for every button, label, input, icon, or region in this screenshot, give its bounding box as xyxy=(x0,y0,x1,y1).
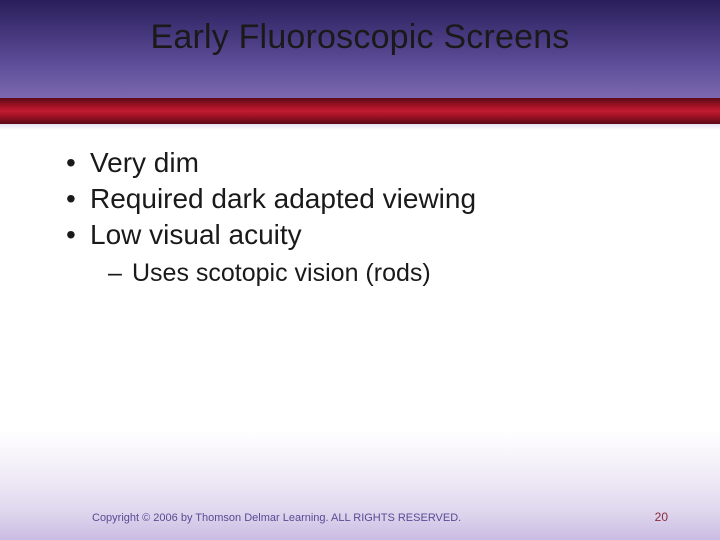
copyright-text: Copyright © 2006 by Thomson Delmar Learn… xyxy=(92,512,461,524)
title-row: Early Fluoroscopic Screens xyxy=(0,18,720,57)
bullet-item: Low visual acuity xyxy=(66,218,680,252)
slide-container: Early Fluoroscopic Screens Very dim Requ… xyxy=(0,0,720,540)
slide-title: Early Fluoroscopic Screens xyxy=(0,18,720,57)
page-number: 20 xyxy=(655,510,668,524)
accent-bar xyxy=(0,98,720,124)
bullet-item: Required dark adapted viewing xyxy=(66,182,680,216)
bullet-item: Very dim xyxy=(66,146,680,180)
sub-bullet-item: Uses scotopic vision (rods) xyxy=(66,258,680,289)
content-area: Very dim Required dark adapted viewing L… xyxy=(66,146,680,290)
footer: Copyright © 2006 by Thomson Delmar Learn… xyxy=(0,506,720,524)
